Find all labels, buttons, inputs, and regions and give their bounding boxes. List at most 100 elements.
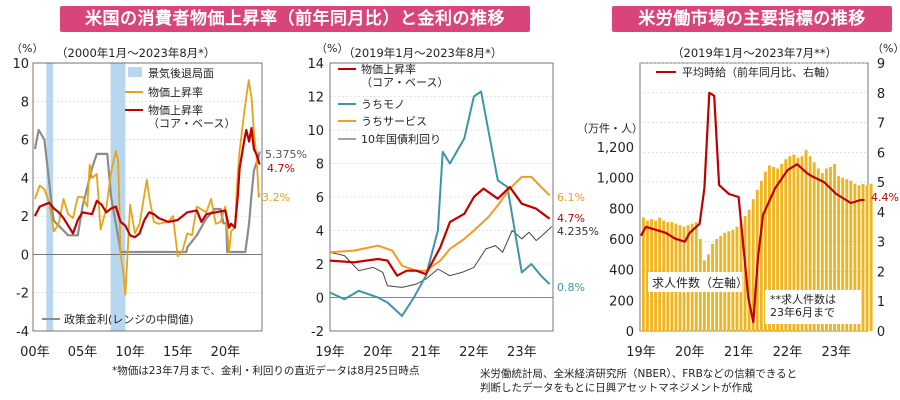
y-tick-label: 0: [316, 292, 324, 307]
series-services-line: [329, 175, 551, 272]
legend-label: 物価上昇率（コア・ベース）: [361, 62, 448, 89]
x-tick-label: 22年: [459, 345, 489, 360]
right-tick-label: 8: [877, 87, 885, 102]
right-tick-label: 5: [877, 176, 885, 191]
job-openings-bar: [804, 150, 808, 331]
series-core-cpi-line: [329, 185, 551, 277]
y-tick-label: 2: [316, 258, 324, 273]
right-tick-label: 2: [877, 265, 885, 280]
series-policy-rate-line: [33, 128, 261, 254]
source-line-1: 米労働統計局、全米経済研究所（NBER）、FRBなどの信頼できると: [480, 368, 798, 380]
right-tick-label: 7: [877, 117, 885, 132]
job-openings-bar: [641, 217, 645, 331]
bar-series-label: 求人件数（左軸）: [652, 275, 748, 290]
x-tick-label: 00年: [20, 345, 50, 360]
series-goods-line: [329, 90, 551, 317]
y-tick-label: 4: [316, 225, 324, 240]
recession-band: [110, 63, 126, 331]
left-tick-label: 800: [609, 202, 634, 217]
y-tick-label: 8: [316, 158, 324, 173]
job-openings-bar: [849, 180, 853, 331]
x-tick-label: 20年: [363, 345, 393, 360]
x-tick-label: 10年: [115, 345, 145, 360]
right-tick-label: 9: [877, 57, 885, 72]
end-label-10y-yield: 4.235%: [557, 225, 599, 238]
job-openings-bar: [707, 254, 710, 331]
end-label-services: 6.1%: [557, 191, 585, 204]
left-banner: 米国の消費者物価上昇率（前年同月比）と金利の推移: [60, 6, 530, 32]
end-label-cpi: 3.2%: [262, 191, 290, 204]
y-axis-unit: （%）: [316, 42, 348, 55]
right-tick-label: 4: [877, 206, 885, 221]
chart1-period: （2000年1月～2023年8月*）: [56, 46, 216, 60]
y-tick-label: 12: [307, 91, 324, 106]
x-tick-label: 19年: [626, 345, 656, 360]
end-label-core-cpi: 4.7%: [557, 212, 585, 225]
y-tick-label: 4: [21, 172, 29, 187]
footnote-left: *物価は23年7月まで、金利・利回りの直近データは8月25日時点: [112, 365, 420, 377]
y-tick-label: 10: [12, 57, 29, 72]
x-tick-label: 05年: [68, 345, 98, 360]
job-openings-bar: [841, 177, 845, 331]
chart2-period: （2019年1月～2023年8月*）: [343, 46, 503, 60]
job-openings-bar: [759, 180, 763, 331]
job-openings-bar: [869, 183, 873, 331]
chart3-period: （2019年1月～2023年7月**）: [672, 46, 838, 60]
job-openings-bar: [763, 171, 767, 331]
series-wage-line: [640, 91, 865, 324]
left-tick-label: 1,200: [597, 141, 634, 156]
job-openings-bar: [808, 156, 812, 331]
job-openings-bar: [853, 183, 857, 331]
legend-wage-label: 平均時給（前年同月比、右軸）: [682, 65, 836, 79]
job-openings-bar: [845, 179, 849, 331]
right-tick-label: 3: [877, 236, 885, 251]
y-tick-label: 8: [21, 95, 29, 110]
source-line-2: 判断したデータをもとに日興アセットマネジメントが作成: [480, 382, 753, 394]
recession-band: [46, 63, 53, 331]
job-openings-bar: [784, 159, 788, 331]
end-label-goods: 0.8%: [557, 281, 585, 294]
job-openings-bar: [800, 156, 804, 331]
left-axis-unit: （万件・人）: [577, 122, 643, 135]
x-tick-label: 21年: [411, 345, 441, 360]
y-tick-label: -2: [311, 325, 324, 340]
legend-label: うちモノ: [361, 98, 405, 111]
job-openings-bar: [833, 163, 836, 331]
y-tick-label: 14: [307, 57, 324, 72]
bar-label-bg: [648, 272, 742, 292]
y-tick-label: 0: [21, 248, 29, 263]
y-tick-label: -2: [16, 287, 29, 302]
left-tick-label: 1,000: [597, 172, 634, 187]
legend-core-label: 物価上昇率（コア・ベース）: [148, 103, 235, 130]
job-openings-bar: [816, 168, 820, 331]
x-tick-label: 22年: [773, 345, 803, 360]
job-openings-bar: [820, 173, 824, 331]
left-tick-label: 400: [609, 264, 634, 279]
x-tick-label: 23年: [507, 345, 537, 360]
job-openings-bar: [772, 166, 775, 331]
y-tick-label: 2: [21, 210, 29, 225]
job-openings-bar: [646, 220, 649, 331]
job-openings-bar: [776, 168, 780, 331]
left-tick-label: 600: [609, 233, 634, 248]
job-openings-bar: [768, 165, 771, 331]
legend-label: 10年国債利回り: [361, 132, 441, 146]
legend-label: うちサービス: [361, 115, 427, 128]
y-tick-label: -4: [16, 325, 29, 340]
job-openings-bar: [792, 154, 796, 331]
y-tick-label: 10: [307, 124, 324, 139]
bar-note: **求人件数は 23年6月まで: [770, 293, 836, 319]
job-openings-bar: [865, 185, 869, 331]
job-openings-bar: [702, 260, 706, 331]
left-tick-label: 200: [609, 294, 634, 309]
x-tick-label: 20年: [211, 345, 241, 360]
plot-frame: [32, 62, 263, 332]
end-label-core-cpi: 4.7%: [267, 162, 295, 175]
right-axis-unit: （%）: [872, 42, 900, 55]
end-label-wages: 4.4%: [871, 191, 899, 204]
job-openings-bar: [780, 163, 784, 331]
legend-rate-label: 政策金利(レンジの中間値): [64, 312, 194, 326]
y-axis-unit: （%）: [11, 42, 43, 55]
